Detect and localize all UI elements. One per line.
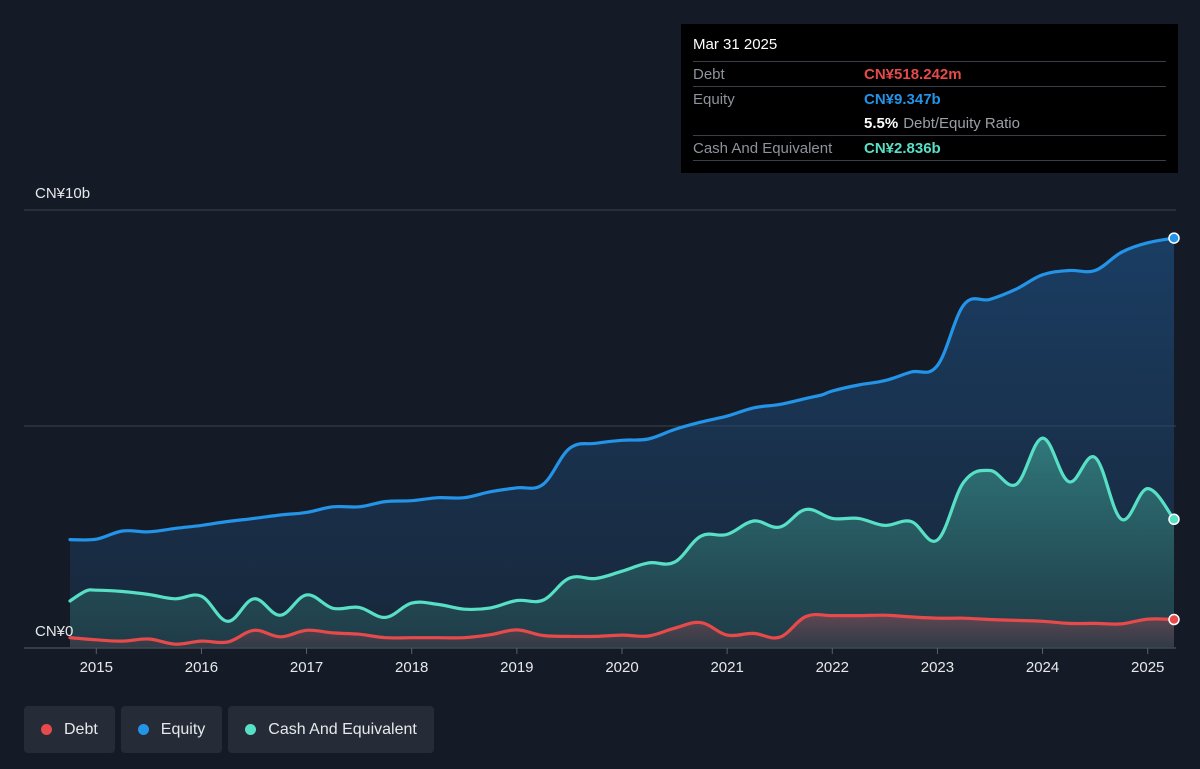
x-tick-label-2023: 2023 — [921, 659, 954, 676]
x-tick-label-2015: 2015 — [80, 659, 113, 676]
tooltip-equity-value: CN¥9.347b — [864, 90, 941, 108]
legend-equity-dot-icon — [137, 724, 149, 735]
legend-item-debt[interactable]: Debt — [24, 706, 115, 753]
area-cash — [70, 438, 1174, 648]
y-tick-label-0: CN¥0 — [35, 623, 73, 640]
legend-cash-dot-icon — [245, 724, 257, 735]
tooltip-cash-value: CN¥2.836b — [864, 139, 941, 157]
legend-item-cash[interactable]: Cash And Equivalent — [228, 706, 434, 753]
tooltip-date: Mar 31 2025 — [693, 36, 778, 53]
x-tick-label-2018: 2018 — [395, 659, 428, 676]
tooltip-ratio-label: Debt/Equity Ratio — [903, 114, 1020, 132]
line-debt — [68, 612, 1176, 646]
endpoint-equity — [1168, 232, 1180, 244]
x-tick-label-2022: 2022 — [816, 659, 849, 676]
tooltip-debt-value: CN¥518.242m — [864, 65, 962, 83]
legend-debt-label: Debt — [64, 720, 98, 738]
tooltip-row-equity: Equity CN¥9.347b — [693, 86, 1166, 111]
legend-equity-label: Equity — [160, 720, 206, 738]
legend-item-equity[interactable]: Equity — [120, 706, 223, 753]
tooltip-row-debt: Debt CN¥518.242m — [693, 61, 1166, 86]
x-tick-label-2017: 2017 — [290, 659, 323, 676]
x-axis-labels: 2015 2016 2017 2018 2019 2020 2021 2022 2023 2024… — [80, 648, 1164, 676]
tooltip-debt-label: Debt — [693, 65, 725, 83]
x-tick-label-2016: 2016 — [185, 659, 218, 676]
x-tick-label-2019: 2019 — [500, 659, 533, 676]
x-tick-label-2024: 2024 — [1026, 659, 1059, 676]
y-axis-labels: CN¥10b CN¥0 — [35, 185, 90, 640]
tooltip-ratio-value: 5.5% — [864, 114, 899, 132]
legend-cash-label: Cash And Equivalent — [268, 720, 417, 738]
y-tick-label-10: CN¥10b — [35, 185, 90, 202]
series-lines — [68, 236, 1176, 646]
tooltip-row-cash: Cash And Equivalent CN¥2.836b — [693, 135, 1166, 161]
tooltip-equity-label: Equity — [693, 90, 735, 108]
line-equity — [68, 236, 1176, 542]
tooltip-cash-label: Cash And Equivalent — [693, 139, 833, 157]
x-tick-label-2020: 2020 — [605, 659, 638, 676]
x-tick-label-2025: 2025 — [1131, 659, 1164, 676]
endpoint-debt — [1168, 613, 1180, 626]
legend-debt-dot-icon — [41, 724, 52, 735]
data-tooltip: Mar 31 2025 Debt CN¥518.242m Equity CN¥9… — [681, 24, 1178, 173]
x-tick-label-2021: 2021 — [710, 659, 743, 676]
series-endpoints — [1168, 232, 1180, 626]
area-debt — [70, 614, 1174, 648]
tooltip-row-ratio: 5.5% Debt/Equity Ratio — [693, 111, 1166, 135]
endpoint-cash — [1168, 513, 1180, 526]
chart-legend: Debt Equity Cash And Equivalent — [24, 706, 440, 753]
series-areas — [70, 238, 1174, 648]
line-cash — [68, 436, 1176, 623]
